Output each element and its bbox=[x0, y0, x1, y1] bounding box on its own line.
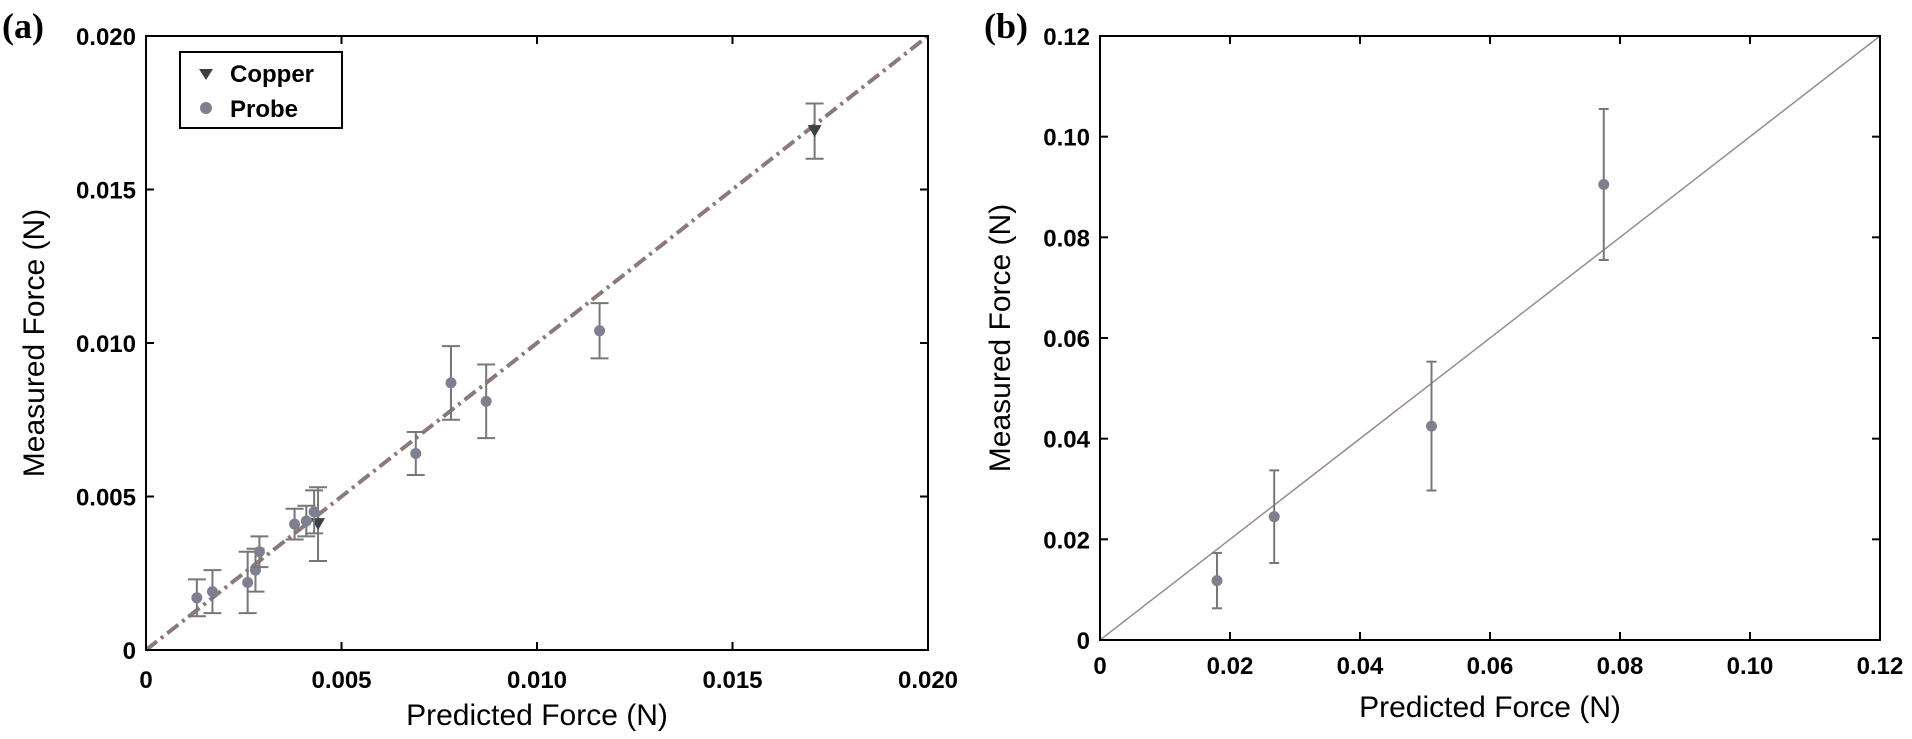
panel-a-y-tick-label: 0 bbox=[123, 638, 136, 665]
panel-b-x-tick-label: 0.02 bbox=[1207, 653, 1254, 680]
panel-b-y-tick-label: 0.08 bbox=[1043, 225, 1090, 252]
panel-a-probe-point bbox=[206, 586, 218, 598]
panel-a-probe-point bbox=[480, 395, 492, 407]
panel-a-ticks: 0 0.005 0.010 0.015 0.020 0 0.005 0.010 0.015 0.0… bbox=[76, 24, 958, 694]
legend-box bbox=[179, 51, 343, 129]
panel-a-x-tick-label: 0.015 bbox=[702, 667, 762, 694]
panel-b-y-axis-title: Measured Force (N) bbox=[984, 204, 1017, 472]
panel-b-marks bbox=[1099, 35, 1881, 641]
panel-b-y-tick-label: 0.02 bbox=[1043, 527, 1090, 554]
panel-b-y-tick-label: 0.12 bbox=[1043, 24, 1090, 51]
panel-a-x-tick-label: 0.005 bbox=[311, 667, 371, 694]
panel-a-probe-point bbox=[289, 518, 301, 530]
legend-probe-marker bbox=[200, 102, 212, 114]
panel-b-x-tick-label: 0 bbox=[1093, 653, 1106, 680]
panel-b-probe-point bbox=[1426, 420, 1437, 432]
panel-a-probe-point bbox=[242, 576, 254, 588]
panel-a-x-tick-label: 0.020 bbox=[898, 667, 958, 694]
panel-b-y-tick-label: 0.04 bbox=[1043, 427, 1090, 454]
panel-a-label: (a) bbox=[2, 6, 44, 46]
panel-b-x-tick-label: 0.04 bbox=[1337, 653, 1384, 680]
panel-a-probe-point bbox=[308, 506, 320, 518]
panel-b-x-tick-label: 0.08 bbox=[1597, 653, 1644, 680]
panel-a: (a) 0 0.005 0.010 0.015 0.020 0 0.005 0.010 0.01… bbox=[2, 6, 958, 732]
panel-b-probe-point bbox=[1268, 511, 1280, 523]
legend-copper-label: Copper bbox=[230, 61, 314, 88]
panel-a-probe-point bbox=[191, 592, 203, 604]
panel-a-probe-point bbox=[594, 325, 606, 337]
panel-b: (b) 0 0.02 0.04 0.06 0.08 0.10 0.12 0 0.02 0.04 0.… bbox=[984, 6, 1903, 724]
legend: Copper Probe bbox=[179, 51, 343, 129]
panel-a-y-tick-label: 0.015 bbox=[76, 178, 136, 205]
panel-b-y-tick-label: 0.06 bbox=[1043, 326, 1090, 353]
panel-a-probe-point bbox=[253, 546, 265, 558]
panel-a-y-tick-label: 0.005 bbox=[76, 485, 136, 512]
panel-b-probe-point bbox=[1598, 178, 1610, 190]
panel-b-y-tick-label: 0.10 bbox=[1043, 125, 1090, 152]
panel-a-x-tick-label: 0 bbox=[139, 667, 152, 694]
panel-a-probe-point bbox=[300, 515, 312, 527]
panel-a-probe-point bbox=[410, 448, 422, 460]
panel-a-y-axis-title: Measured Force (N) bbox=[18, 209, 51, 477]
panel-b-probe-point bbox=[1211, 575, 1223, 587]
panel-a-x-axis-title: Predicted Force (N) bbox=[406, 699, 668, 732]
legend-probe-label: Probe bbox=[230, 96, 298, 123]
panel-b-ticks: 0 0.02 0.04 0.06 0.08 0.10 0.12 0 0.02 0.04 0.06 0.… bbox=[1043, 24, 1903, 680]
panel-b-reference-line bbox=[1099, 35, 1881, 641]
panel-a-marks bbox=[144, 34, 930, 652]
panel-b-y-tick-label: 0 bbox=[1077, 628, 1090, 655]
panel-b-x-tick-label: 0.06 bbox=[1467, 653, 1514, 680]
panel-a-x-tick-label: 0.010 bbox=[507, 667, 567, 694]
panel-b-label: (b) bbox=[984, 6, 1028, 46]
legend-copper-marker bbox=[199, 69, 213, 80]
panel-a-copper-point bbox=[807, 125, 822, 138]
panel-a-y-tick-label: 0.020 bbox=[76, 24, 136, 51]
panel-b-x-axis-title: Predicted Force (N) bbox=[1359, 691, 1621, 724]
panel-b-x-tick-label: 0.12 bbox=[1857, 653, 1904, 680]
panel-b-x-tick-label: 0.10 bbox=[1727, 653, 1774, 680]
panel-a-probe-point bbox=[445, 377, 457, 389]
panel-a-reference-line bbox=[144, 34, 930, 652]
panel-a-y-tick-label: 0.010 bbox=[76, 331, 136, 358]
